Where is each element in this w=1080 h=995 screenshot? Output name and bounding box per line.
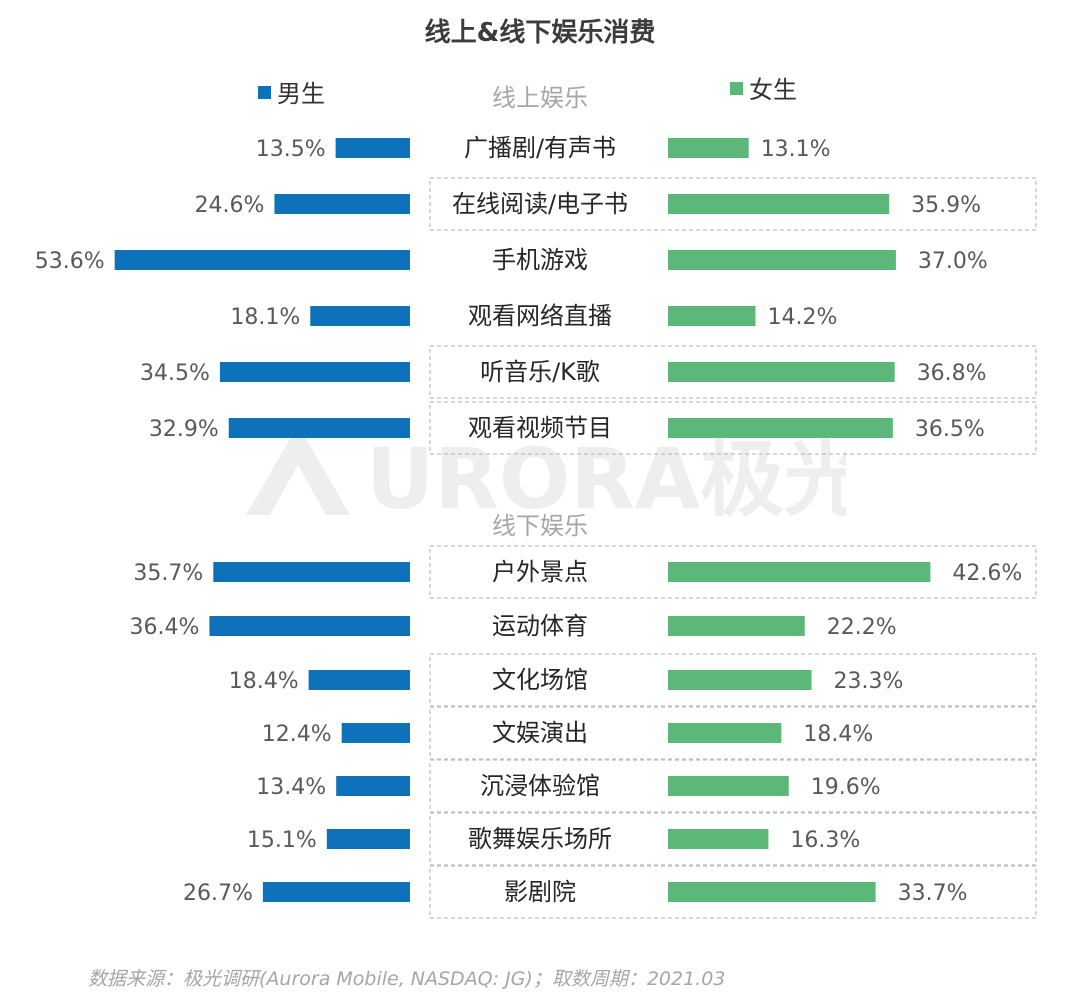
bar-female [668, 776, 789, 796]
bar-female [668, 306, 756, 326]
bar-male [336, 776, 410, 796]
legend-female-label: 女生 [749, 76, 797, 104]
row-box [429, 865, 1037, 919]
row-box [429, 401, 1037, 455]
bar-male [213, 562, 410, 582]
section-label-offline: 线下娱乐 [492, 512, 588, 540]
chart-title: 线上&线下娱乐消费 [424, 18, 656, 48]
bar-male [262, 882, 410, 902]
category-label: 广播剧/有声书 [464, 134, 616, 162]
bar-male [219, 362, 410, 382]
legend-female: 女生 [730, 70, 797, 105]
value-label-female: 19.6% [811, 775, 881, 800]
value-label-female: 33.7% [898, 881, 968, 906]
legend-male: 男生 [258, 74, 325, 109]
row-box [429, 759, 1037, 813]
bar-female [668, 250, 896, 270]
bar-male [335, 138, 410, 158]
legend-female-swatch [730, 82, 743, 95]
bar-male [308, 670, 410, 690]
value-label-male: 18.4% [229, 669, 299, 694]
value-label-female: 23.3% [834, 669, 904, 694]
bar-male [310, 306, 410, 326]
value-label-female: 13.1% [761, 137, 831, 162]
category-label: 观看视频节目 [468, 414, 612, 442]
bar-female [668, 138, 749, 158]
legend-male-swatch [258, 86, 271, 99]
bar-male [228, 418, 410, 438]
bar-female [668, 194, 890, 214]
bar-female [668, 670, 812, 690]
footer-source: 数据来源：极光调研(Aurora Mobile, NASDAQ: JG)；取数周… [88, 968, 726, 990]
bar-female [668, 723, 782, 743]
category-label: 听音乐/K歌 [480, 358, 600, 386]
row-box [429, 653, 1037, 707]
value-label-male: 36.4% [130, 615, 200, 640]
row-box [429, 812, 1037, 866]
bar-male [341, 723, 410, 743]
category-label: 户外景点 [492, 558, 588, 586]
value-label-female: 18.4% [803, 722, 873, 747]
value-label-male: 18.1% [230, 305, 300, 330]
bar-female [668, 418, 893, 438]
value-label-female: 36.8% [917, 361, 987, 386]
value-label-male: 24.6% [195, 193, 265, 218]
value-label-male: 12.4% [262, 722, 332, 747]
value-label-male: 13.5% [256, 137, 326, 162]
bar-female [668, 562, 931, 582]
category-label: 观看网络直播 [468, 302, 612, 330]
row-box [429, 706, 1037, 760]
category-label: 歌舞娱乐场所 [468, 825, 612, 853]
category-label: 文娱演出 [492, 719, 588, 747]
row-box [429, 345, 1037, 399]
bar-male [326, 829, 410, 849]
category-label: 文化场馆 [492, 666, 588, 694]
value-label-female: 37.0% [918, 249, 988, 274]
value-label-male: 15.1% [247, 828, 317, 853]
bar-male [274, 194, 410, 214]
bar-female [668, 362, 895, 382]
bar-female [668, 616, 805, 636]
value-label-male: 26.7% [183, 881, 253, 906]
category-label: 沉浸体验馆 [480, 772, 600, 800]
legend-male-label: 男生 [277, 80, 325, 108]
value-label-female: 14.2% [767, 305, 837, 330]
value-label-male: 35.7% [133, 561, 203, 586]
value-label-female: 16.3% [790, 828, 860, 853]
bar-female [668, 882, 876, 902]
category-label: 影剧院 [504, 878, 576, 906]
value-label-female: 35.9% [911, 193, 981, 218]
bar-male [114, 250, 410, 270]
value-label-female: 22.2% [827, 615, 897, 640]
value-label-male: 53.6% [35, 249, 105, 274]
category-label: 手机游戏 [492, 246, 588, 274]
value-label-male: 34.5% [140, 361, 210, 386]
value-label-male: 13.4% [256, 775, 326, 800]
value-label-female: 36.5% [915, 417, 985, 442]
bar-male [209, 616, 410, 636]
value-label-female: 42.6% [952, 561, 1022, 586]
value-label-male: 32.9% [149, 417, 219, 442]
category-label: 运动体育 [492, 612, 588, 640]
row-box [429, 545, 1037, 599]
section-label-online: 线上娱乐 [492, 84, 588, 112]
category-label: 在线阅读/电子书 [452, 190, 628, 218]
bar-female [668, 829, 769, 849]
row-box [429, 177, 1037, 231]
